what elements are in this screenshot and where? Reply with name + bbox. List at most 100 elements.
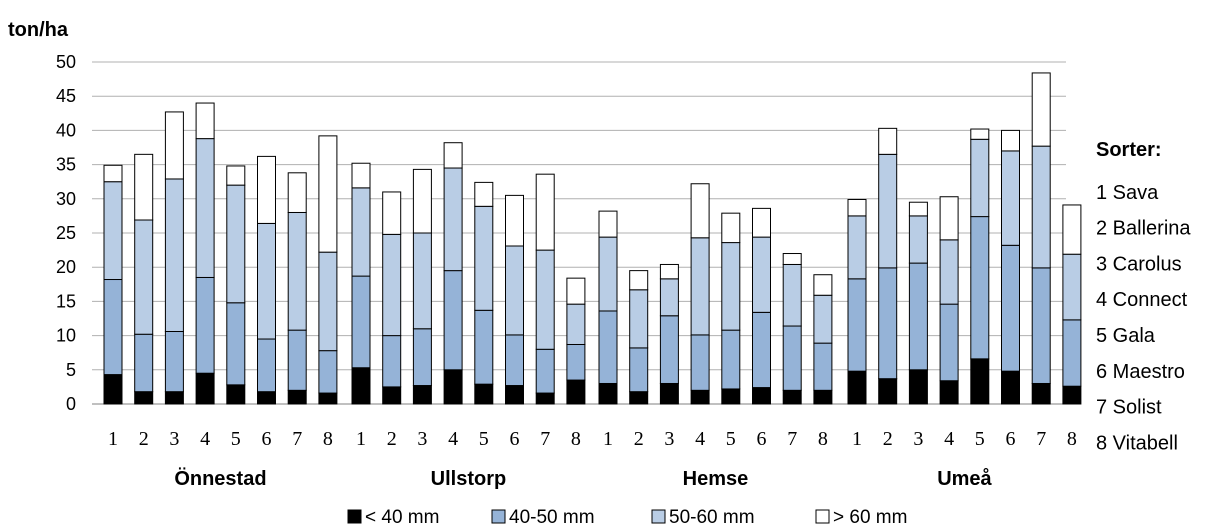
bar-segment [813, 342, 833, 391]
y-tick-label: 50 [56, 52, 76, 72]
legend-swatch [651, 509, 666, 524]
bar-segment [318, 251, 338, 352]
bar-segment [351, 275, 371, 369]
bar-segment [721, 388, 741, 405]
bar-segment [1031, 267, 1051, 384]
bar-segment [847, 278, 867, 372]
y-tick-label: 20 [56, 257, 76, 277]
x-tick-label: 3 [417, 428, 427, 450]
bar-segment [782, 253, 802, 265]
side-legend-item: 8 Vitabell [1096, 432, 1178, 454]
bar-segment [195, 276, 215, 374]
bar-segment [351, 162, 371, 189]
bar-segment [813, 389, 833, 405]
x-tick-label: 7 [540, 428, 550, 450]
bar-segment [659, 315, 679, 384]
bar-segment [752, 207, 771, 238]
bar-segment [970, 216, 990, 360]
y-tick-label: 45 [56, 86, 76, 106]
bar-segment [598, 210, 618, 238]
bar-segment [659, 382, 679, 405]
bar-segment [908, 201, 928, 217]
bar-segment [690, 334, 710, 391]
bar-segment [412, 385, 432, 405]
bar-segment [1062, 204, 1082, 255]
x-tick-label: 6 [757, 428, 767, 450]
bar-segment [535, 348, 555, 394]
y-tick-label: 10 [56, 326, 76, 346]
bar-segment [257, 391, 276, 405]
bar-segment [1001, 244, 1020, 372]
y-axis-label: ton/ha [8, 19, 69, 41]
bar-segment [598, 310, 618, 384]
bar-segment [351, 367, 371, 405]
bar-segment [659, 263, 679, 280]
legend: < 40 mm 40-50 mm 50-60 mm > 60 mm [347, 507, 907, 528]
bar-segment [1031, 72, 1051, 147]
bar-segment [351, 187, 371, 277]
y-tick-labels: 0 5 10 15 20 25 30 35 40 45 50 [56, 52, 76, 414]
bar-segment [535, 392, 555, 405]
bar-segment [939, 239, 959, 305]
x-tick-label: 4 [695, 428, 705, 450]
bar-segment [103, 279, 123, 376]
bar-segment [382, 386, 402, 405]
side-legend: Sorter: 1 Sava 2 Ballerina 3 Carolus 4 Conn… [1096, 139, 1191, 454]
x-tick-label: 4 [448, 428, 458, 450]
legend-swatch [815, 509, 830, 524]
bar-segment [847, 370, 867, 405]
bar-segment [474, 205, 494, 311]
bar-segment [752, 236, 771, 313]
bar-segment [134, 153, 154, 221]
legend-swatch [347, 509, 362, 524]
bar-segment [970, 358, 990, 405]
x-tick-label: 2 [387, 428, 397, 450]
bar-segment [257, 338, 276, 393]
bar-segment [505, 334, 524, 387]
x-tick-label: 4 [200, 428, 210, 450]
group-label: Önnestad [174, 467, 266, 490]
bar-segment [939, 303, 959, 382]
bar-segment [908, 215, 928, 264]
x-tick-label: 1 [852, 428, 862, 450]
bar-segment [939, 196, 959, 241]
bar-segment [629, 347, 649, 393]
group-label: Hemse [683, 468, 749, 490]
bar-segment [535, 173, 555, 251]
x-tick-label: 2 [634, 428, 644, 450]
bar-segment [1001, 129, 1020, 152]
x-tick-label: 7 [787, 428, 797, 450]
legend-swatch [491, 509, 506, 524]
group-labels: Önnestad Ullstorp Hemse Umeå [174, 467, 992, 490]
bar-segment [257, 155, 276, 224]
legend-label: 40-50 mm [509, 507, 595, 527]
bar-segment [412, 232, 432, 330]
bar-segment [164, 111, 184, 180]
bars [103, 72, 1082, 405]
y-tick-label: 15 [56, 291, 76, 311]
side-legend-item: 1 Sava [1096, 182, 1159, 204]
bar-segment [598, 236, 618, 312]
bar-segment [566, 379, 586, 405]
side-legend-title: Sorter: [1096, 139, 1162, 161]
x-tick-label: 4 [944, 428, 954, 450]
bar-segment [412, 168, 432, 234]
bar-segment [443, 369, 463, 405]
bar-segment [813, 274, 833, 296]
bar-segment [782, 389, 802, 405]
bar-segment [970, 138, 990, 218]
bar-segment [1001, 150, 1020, 246]
x-tick-label: 3 [913, 428, 923, 450]
bar-segment [412, 328, 432, 387]
bar-segment [629, 391, 649, 405]
bar-segment [721, 242, 741, 331]
bar-segment [566, 343, 586, 381]
bar-segment [318, 135, 338, 253]
x-tick-label: 1 [603, 428, 613, 450]
y-tick-label: 25 [56, 223, 76, 243]
x-tick-label: 8 [1067, 428, 1077, 450]
bar-segment [382, 233, 402, 337]
bar-segment [226, 302, 246, 386]
